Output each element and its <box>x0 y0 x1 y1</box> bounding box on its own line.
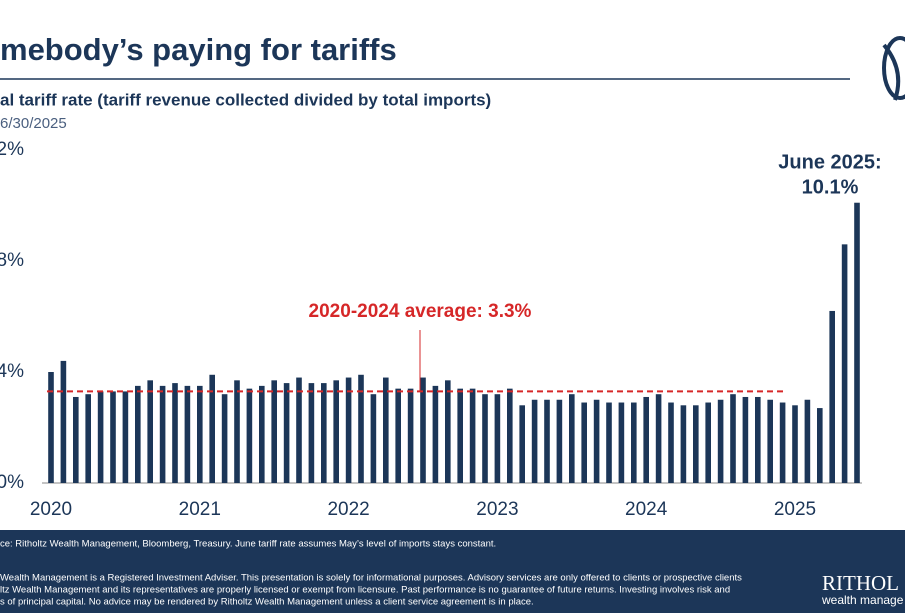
bar <box>593 399 600 483</box>
bar <box>135 385 141 483</box>
disclaimer: s of principal capital. No advice may be… <box>0 597 534 608</box>
bar <box>432 385 439 483</box>
x-tick-label: 2024 <box>625 499 668 520</box>
x-tick-label: 2022 <box>327 499 369 520</box>
bar <box>531 399 538 483</box>
bar <box>668 402 674 483</box>
bar <box>110 391 116 483</box>
bar <box>755 396 761 483</box>
bar <box>420 377 426 483</box>
bar <box>519 405 525 483</box>
bar <box>271 380 277 483</box>
bar <box>370 394 377 483</box>
bar <box>606 402 612 483</box>
bar <box>482 394 488 483</box>
bar <box>184 385 191 483</box>
bar <box>742 396 749 483</box>
bar <box>234 380 240 483</box>
bar <box>680 405 687 483</box>
bar <box>209 374 215 483</box>
subtitle: al tariff rate (tariff revenue collected… <box>0 90 491 109</box>
y-tick-label: 8% <box>0 250 24 271</box>
logo <box>882 36 905 101</box>
bar <box>655 394 662 483</box>
bar <box>97 391 104 483</box>
bar <box>854 202 860 483</box>
disclaimer: Wealth Management is a Registered Invest… <box>0 573 742 584</box>
x-tick-label: 2025 <box>774 499 816 520</box>
brand: RITHOL <box>822 571 899 595</box>
bar <box>445 380 451 483</box>
average-label: 2020-2024 average: 3.3% <box>309 301 532 322</box>
bar <box>569 394 575 483</box>
y-tick-label: 0% <box>0 472 24 493</box>
bar <box>457 388 463 483</box>
footer <box>0 530 905 613</box>
bar <box>841 244 848 483</box>
disclaimer: ltz Wealth Management and its representa… <box>0 585 730 596</box>
bar <box>333 380 339 483</box>
bar <box>283 383 290 483</box>
bar <box>631 402 637 483</box>
bar <box>85 394 91 483</box>
bar <box>643 396 649 483</box>
bar <box>779 402 786 483</box>
bar <box>246 388 253 483</box>
title: mebody’s paying for tariffs <box>0 32 397 67</box>
bar <box>73 396 79 483</box>
bar <box>122 391 129 483</box>
bar <box>717 399 724 483</box>
bar <box>172 383 178 483</box>
brand: wealth manage <box>821 593 904 607</box>
bar <box>618 402 625 483</box>
bar <box>296 377 302 483</box>
bar <box>358 374 364 483</box>
bar <box>345 377 352 483</box>
bar <box>395 388 401 483</box>
x-tick-label: 2021 <box>179 499 221 520</box>
source: ce: Ritholtz Wealth Management, Bloomber… <box>0 539 496 550</box>
bar <box>259 385 265 483</box>
bar <box>829 310 835 483</box>
bar <box>494 394 501 483</box>
bar <box>705 402 711 483</box>
bar <box>147 380 153 483</box>
callout: June 2025: <box>778 151 881 173</box>
bar <box>48 372 54 483</box>
bar <box>792 405 798 483</box>
callout: 10.1% <box>802 176 859 198</box>
bar <box>544 399 550 483</box>
bar <box>321 383 327 483</box>
bar <box>693 405 699 483</box>
bar <box>407 388 414 483</box>
bar <box>221 394 228 483</box>
bar <box>507 388 513 483</box>
bar <box>308 383 315 483</box>
bar <box>197 385 203 483</box>
x-tick-label: 2020 <box>30 499 72 520</box>
bar <box>159 385 166 483</box>
bar <box>767 399 773 483</box>
bar <box>469 388 476 483</box>
bar <box>60 360 67 483</box>
bar <box>817 408 823 483</box>
bar <box>556 399 563 483</box>
bar <box>581 402 587 483</box>
y-tick-label: 12% <box>0 139 24 160</box>
bar <box>383 377 389 483</box>
x-tick-label: 2023 <box>476 499 518 520</box>
y-tick-label: 4% <box>0 361 24 382</box>
bar <box>730 394 736 483</box>
bar <box>804 399 811 483</box>
date-note: 6/30/2025 <box>0 115 67 132</box>
